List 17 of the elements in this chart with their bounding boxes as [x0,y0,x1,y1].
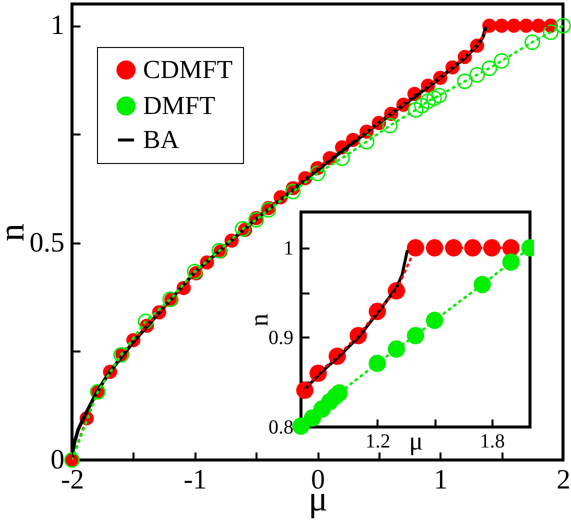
y-tick-label: 0.9 [268,326,294,349]
y-tick-label: 1 [284,237,294,260]
y-tick-label: 1 [50,10,64,42]
x-tick-label: 1.8 [480,430,505,452]
x-axis-title: μ [409,426,423,456]
legend-label: DMFT [143,91,216,120]
y-axis-title: n [0,224,32,242]
y-tick-label: 0.8 [268,416,294,438]
x-tick-label: 1 [434,464,448,496]
y-tick-label: 0.5 [30,227,64,258]
x-tick-label: 2 [556,464,570,496]
x-tick-label: -1 [184,464,207,496]
legend-label: CDMFT [143,55,233,84]
legend-label: BA [143,125,180,154]
x-tick-label: 1.2 [365,430,390,452]
y-axis-title: n [244,314,274,326]
x-tick-label: 0 [311,464,325,496]
